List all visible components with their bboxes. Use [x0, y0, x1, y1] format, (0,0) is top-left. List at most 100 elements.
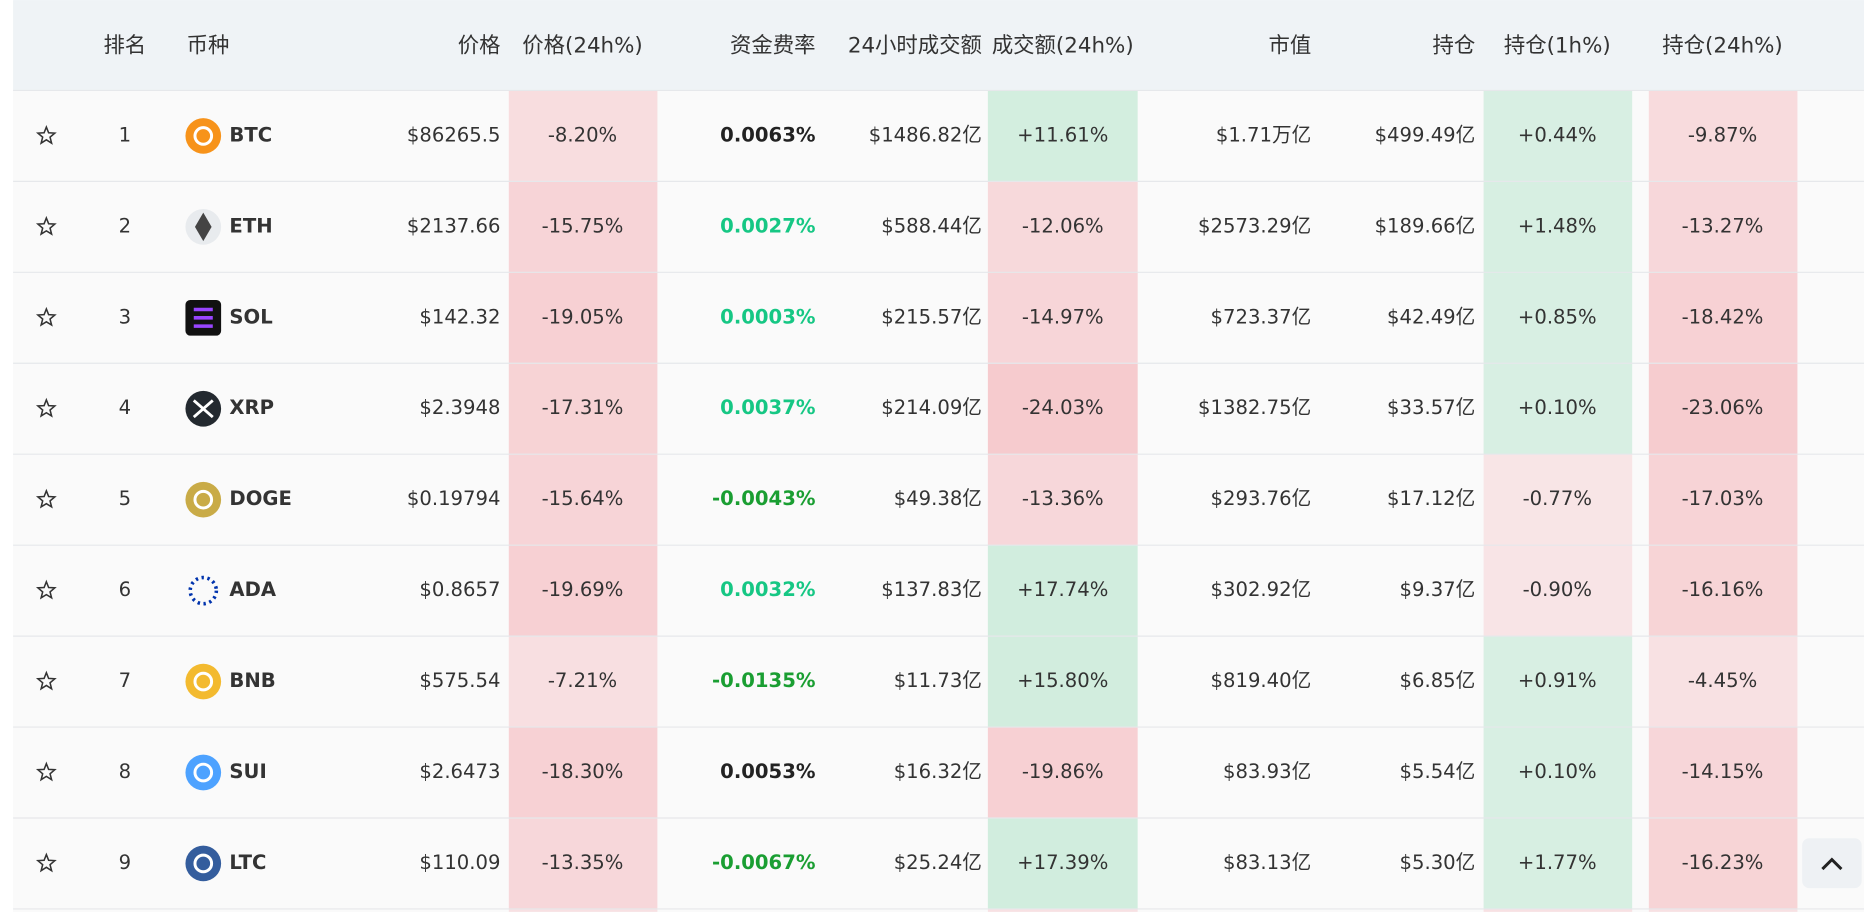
cell-volume: $214.09亿: [881, 396, 982, 419]
cell-oi-change-1h: +0.44%: [1518, 123, 1597, 146]
cell-funding: 0.0003%: [720, 305, 816, 328]
cell-volume-change: +17.39%: [1017, 851, 1108, 874]
cell-price: $86265.5: [407, 123, 501, 146]
table-body: [13, 90, 1864, 912]
cell-volume: $11.73亿: [894, 669, 982, 692]
cell-price: $575.54: [419, 669, 500, 692]
cell-bg: [1483, 908, 1633, 912]
cell-price: $2137.66: [407, 214, 501, 237]
table-header: [13, 0, 1864, 91]
cell-oi-change-1h: +0.10%: [1518, 396, 1597, 419]
cell-coin: LTC: [229, 851, 266, 874]
coin-icon-glyph: [193, 126, 214, 146]
cell-bg: [508, 363, 658, 455]
cell-oi-change-24h: -14.15%: [1682, 760, 1764, 783]
coin-icon-glyph: [193, 853, 214, 874]
cell-bg: [1483, 545, 1633, 637]
column-header: 24小时成交额: [848, 33, 982, 58]
cell-volume: $215.57亿: [881, 305, 982, 328]
cell-funding: -0.0067%: [712, 851, 816, 874]
favorite-star[interactable]: [35, 579, 57, 600]
cell-bg: [987, 90, 1138, 182]
cell-volume-change: -19.86%: [1022, 760, 1104, 783]
cell-rank: 7: [119, 669, 131, 692]
cell-price-change: -19.69%: [542, 578, 624, 601]
cell-bg: [1483, 363, 1633, 455]
column-header: 价格(24h%): [522, 33, 642, 58]
cell-market-cap: $2573.29亿: [1198, 214, 1311, 237]
cell-volume: $1486.82亿: [869, 123, 982, 146]
coin-icon: [185, 845, 222, 882]
cell-rank: 4: [119, 396, 131, 419]
cell-oi-change-1h: +1.48%: [1518, 214, 1597, 237]
cell-rank: 6: [119, 578, 131, 601]
cell-open-interest: $5.30亿: [1400, 851, 1476, 874]
cell-bg: [1483, 817, 1633, 909]
favorite-star[interactable]: [35, 397, 57, 418]
cell-oi-change-1h: +0.91%: [1518, 669, 1597, 692]
cell-oi-change-1h: -0.77%: [1523, 487, 1592, 510]
cell-bg: [987, 272, 1138, 364]
favorite-star[interactable]: [35, 306, 57, 327]
cell-rank: 8: [119, 760, 131, 783]
cell-rank: 1: [119, 123, 131, 146]
cell-price-change: -18.30%: [542, 760, 624, 783]
cell-rank: 3: [119, 305, 131, 328]
coin-icon-glyph: [193, 489, 214, 510]
cell-coin: BTC: [229, 123, 272, 146]
cell-bg: [508, 636, 658, 728]
column-header: 排名: [103, 33, 146, 58]
cell-volume-change: -13.36%: [1022, 487, 1104, 510]
cell-bg: [1648, 817, 1798, 909]
cell-bg: [508, 727, 658, 818]
cell-bg: [508, 454, 658, 546]
cell-funding: 0.0037%: [720, 396, 816, 419]
cell-price: $142.32: [419, 305, 500, 328]
cell-volume: $16.32亿: [894, 760, 982, 783]
cell-bg: [1648, 272, 1798, 364]
cell-funding: -0.0135%: [712, 669, 816, 692]
cell-volume-change: -24.03%: [1022, 396, 1104, 419]
scroll-top-button[interactable]: [1802, 838, 1862, 889]
column-header: 价格: [458, 33, 501, 58]
cell-open-interest: $33.57亿: [1387, 396, 1475, 419]
cell-funding: -0.0043%: [712, 487, 816, 510]
cell-oi-change-24h: -9.87%: [1688, 123, 1757, 146]
favorite-star[interactable]: [35, 215, 57, 236]
column-header: 资金费率: [730, 33, 816, 58]
coin-icon-glyph: [193, 307, 213, 328]
cell-volume: $49.38亿: [894, 487, 982, 510]
column-header: 持仓(1h%): [1504, 33, 1611, 58]
column-header: 持仓(24h%): [1662, 33, 1782, 58]
cell-bg: [1483, 727, 1633, 818]
cell-open-interest: $6.85亿: [1400, 669, 1476, 692]
cell-market-cap: $83.93亿: [1223, 760, 1311, 783]
cell-coin: ADA: [229, 578, 276, 601]
cell-rank: 2: [119, 214, 131, 237]
favorite-star[interactable]: [35, 124, 57, 145]
favorite-star[interactable]: [35, 761, 57, 782]
cell-price-change: -15.75%: [542, 214, 624, 237]
scroll-top-icon: [1821, 857, 1843, 871]
cell-funding: 0.0063%: [720, 123, 816, 146]
cell-price: $2.6473: [419, 760, 500, 783]
cell-funding: 0.0032%: [720, 578, 816, 601]
coin-icon-glyph: [193, 671, 214, 692]
cell-bg: [987, 817, 1138, 909]
cell-market-cap: $1.71万亿: [1216, 123, 1311, 146]
column-header: 持仓: [1433, 33, 1476, 58]
cell-bg: [1648, 545, 1798, 637]
cell-volume-change: -12.06%: [1022, 214, 1104, 237]
cell-volume-change: -14.97%: [1022, 305, 1104, 328]
cell-bg: [987, 545, 1138, 637]
cell-bg: [1648, 90, 1798, 182]
favorite-star[interactable]: [35, 852, 57, 873]
cell-coin: BNB: [229, 669, 275, 692]
cell-open-interest: $499.49亿: [1375, 123, 1476, 146]
favorite-star[interactable]: [35, 670, 57, 691]
cell-bg: [508, 90, 658, 182]
cell-open-interest: $5.54亿: [1400, 760, 1476, 783]
column-header: 币种: [187, 33, 230, 58]
coin-icon: [185, 118, 222, 154]
favorite-star[interactable]: [35, 488, 57, 509]
